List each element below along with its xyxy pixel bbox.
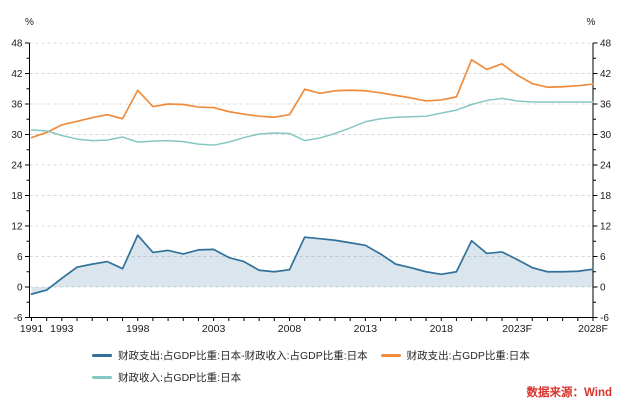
legend-item-deficit: 财政支出:占GDP比重:日本-财政收入:占GDP比重:日本 bbox=[92, 348, 368, 363]
legend-row-2: 财政收入:占GDP比重:日本 bbox=[92, 370, 562, 385]
y-axis-label-left: 18 bbox=[11, 191, 23, 202]
y-axis-label-right: -6 bbox=[600, 313, 609, 324]
x-axis-label: 2023F bbox=[502, 323, 532, 335]
y-axis-label-right: 0 bbox=[600, 283, 606, 294]
legend-item-expenditure: 财政支出:占GDP比重:日本 bbox=[380, 348, 530, 363]
x-axis-label: 1998 bbox=[126, 323, 150, 335]
revenue-line bbox=[30, 97, 594, 146]
x-axis-label: 1991 bbox=[20, 323, 44, 335]
expenditure-line-swatch bbox=[380, 354, 401, 357]
chart-legend: 财政支出:占GDP比重:日本-财政收入:占GDP比重:日本 财政支出:占GDP比… bbox=[92, 348, 562, 385]
y-axis-label-left: 6 bbox=[17, 252, 23, 263]
y-axis-label-left: 30 bbox=[11, 130, 23, 141]
legend-row-1: 财政支出:占GDP比重:日本-财政收入:占GDP比重:日本 财政支出:占GDP比… bbox=[92, 348, 562, 363]
y-axis-label-left: 36 bbox=[11, 100, 23, 111]
y-axis-label-left: 48 bbox=[11, 39, 23, 50]
deficit-area-fill bbox=[31, 235, 593, 295]
y-axis-label-right: 48 bbox=[600, 39, 612, 50]
expenditure-line bbox=[30, 58, 594, 139]
x-axis-label: 1993 bbox=[50, 323, 74, 335]
legend-label-deficit: 财政支出:占GDP比重:日本-财政收入:占GDP比重:日本 bbox=[118, 350, 368, 362]
x-axis-label: 2013 bbox=[354, 323, 378, 335]
y-axis-label-left: -6 bbox=[14, 313, 23, 324]
y-axis-unit-right: % bbox=[587, 17, 596, 28]
chart-canvas: -6 -6 0 0 6 6 12 12 18 18 24 24 30 30 36 36 42 42 48 48 1991… bbox=[11, 17, 612, 335]
legend-label-revenue: 财政收入:占GDP比重:日本 bbox=[118, 372, 242, 384]
revenue-line-swatch bbox=[92, 376, 112, 379]
x-axis-label: 2008 bbox=[278, 323, 302, 335]
y-axis-label-left: 42 bbox=[11, 69, 23, 80]
y-axis-label-left: 0 bbox=[17, 283, 23, 294]
y-axis-label-right: 36 bbox=[600, 100, 612, 111]
y-axis-unit-left: % bbox=[25, 17, 34, 28]
x-axis-label: 2003 bbox=[202, 323, 226, 335]
y-axis-label-right: 24 bbox=[600, 161, 612, 172]
deficit-line bbox=[30, 234, 594, 295]
y-axis-label-right: 6 bbox=[600, 252, 606, 263]
x-axis-label: 2028F bbox=[578, 323, 608, 335]
deficit-line-swatch bbox=[92, 354, 112, 357]
y-axis-label-right: 30 bbox=[600, 130, 612, 141]
y-axis-label-right: 18 bbox=[600, 191, 612, 202]
data-source-note: 数据来源：Wind bbox=[526, 387, 613, 399]
legend-item-revenue: 财政收入:占GDP比重:日本 bbox=[92, 370, 241, 385]
y-axis-label-right: 42 bbox=[600, 69, 612, 80]
legend-label-expenditure: 财政支出:占GDP比重:日本 bbox=[406, 350, 530, 362]
y-axis-label-left: 24 bbox=[11, 161, 23, 172]
x-axis-label: 2018 bbox=[430, 323, 454, 335]
y-axis-label-right: 12 bbox=[600, 222, 612, 233]
y-axis-label-left: 12 bbox=[11, 222, 23, 233]
